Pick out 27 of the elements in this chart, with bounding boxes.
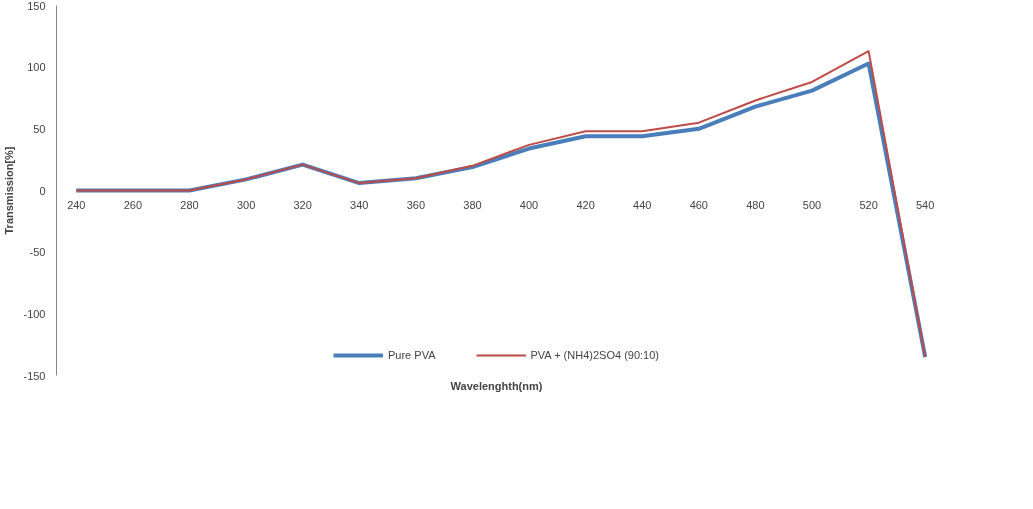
y-tick-label: 150	[27, 0, 46, 12]
x-tick-label: 320	[293, 198, 312, 211]
x-tick-label: 460	[689, 198, 708, 211]
x-tick-label: 340	[350, 198, 369, 211]
y-tick-label: -50	[29, 246, 46, 259]
y-tick-label: 50	[33, 122, 46, 135]
x-tick-label: 540	[916, 198, 935, 211]
x-tick-label: 480	[746, 198, 765, 211]
x-tick-label: 260	[123, 198, 143, 211]
x-tick-label: 380	[463, 198, 482, 211]
y-tick-label: 100	[27, 61, 46, 74]
x-tick-label: 520	[859, 198, 878, 211]
legend-label: Pure PVA	[388, 349, 436, 361]
x-tick-label: 400	[519, 198, 539, 211]
legend-label: PVA + (NH4)2SO4 (90:10)	[530, 349, 659, 361]
x-tick-label: 500	[802, 198, 822, 211]
x-tick-label: 360	[406, 198, 426, 211]
y-tick-label: -150	[23, 369, 46, 382]
x-axis-title: Wavelenghth(nm)	[450, 379, 543, 392]
x-tick-label: 240	[67, 198, 86, 211]
x-tick-label: 440	[633, 198, 652, 211]
x-tick-label: 300	[236, 198, 256, 211]
y-tick-label: 0	[39, 184, 46, 197]
y-axis-title: Transmission[%]	[3, 146, 16, 235]
x-tick-label: 420	[576, 198, 595, 211]
y-tick-label: -100	[23, 307, 46, 320]
x-tick-label: 280	[180, 198, 199, 211]
